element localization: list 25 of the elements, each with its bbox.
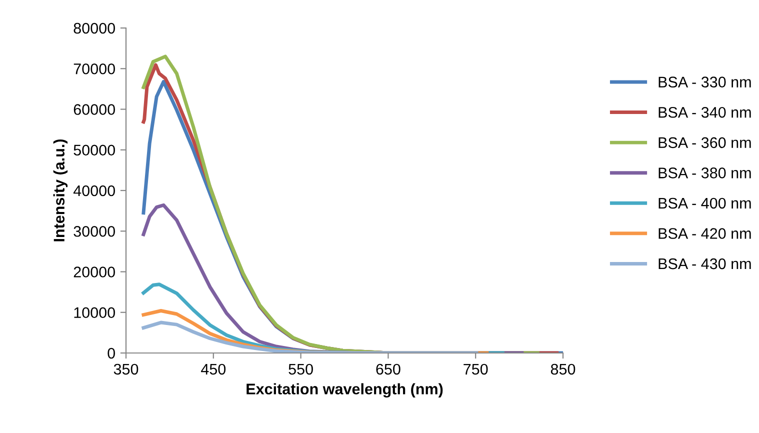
y-tick-label: 40000 [73,185,115,196]
legend-label: BSA - 340 nm [658,106,751,118]
y-tick-label: 30000 [74,226,115,237]
legend-label: BSA - 360 nm [658,137,751,148]
y-tick-label: 80000 [74,22,115,34]
x-tick-label: 550 [288,364,313,375]
x-tick-label: 750 [464,364,488,375]
legend-label: BSA - 430 nm [658,258,751,270]
x-tick-label: 650 [376,364,400,375]
y-tick-label: 10000 [74,307,115,318]
line-series [142,320,478,353]
legend-label: BSA - 420 nm [658,228,751,239]
x-tick-label: 350 [114,364,138,375]
legend-label: BSA - 380 nm [658,168,751,178]
y-tick-label: 0 [108,348,115,359]
y-tick-label: 60000 [74,104,115,115]
x-axis-title: Excitation wavelength (nm) [246,383,443,398]
legend-label: BSA - 400 nm [658,198,751,209]
legend-label: BSA - 330 nm [658,76,751,88]
x-tick-label: 850 [550,364,576,375]
y-tick-label: 70000 [74,63,115,74]
y-tick-label: 50000 [74,144,115,156]
y-tick-label: 20000 [74,266,115,278]
y-axis-title: Intensity (a.u.) [53,139,68,242]
x-tick-label: 450 [201,364,226,375]
